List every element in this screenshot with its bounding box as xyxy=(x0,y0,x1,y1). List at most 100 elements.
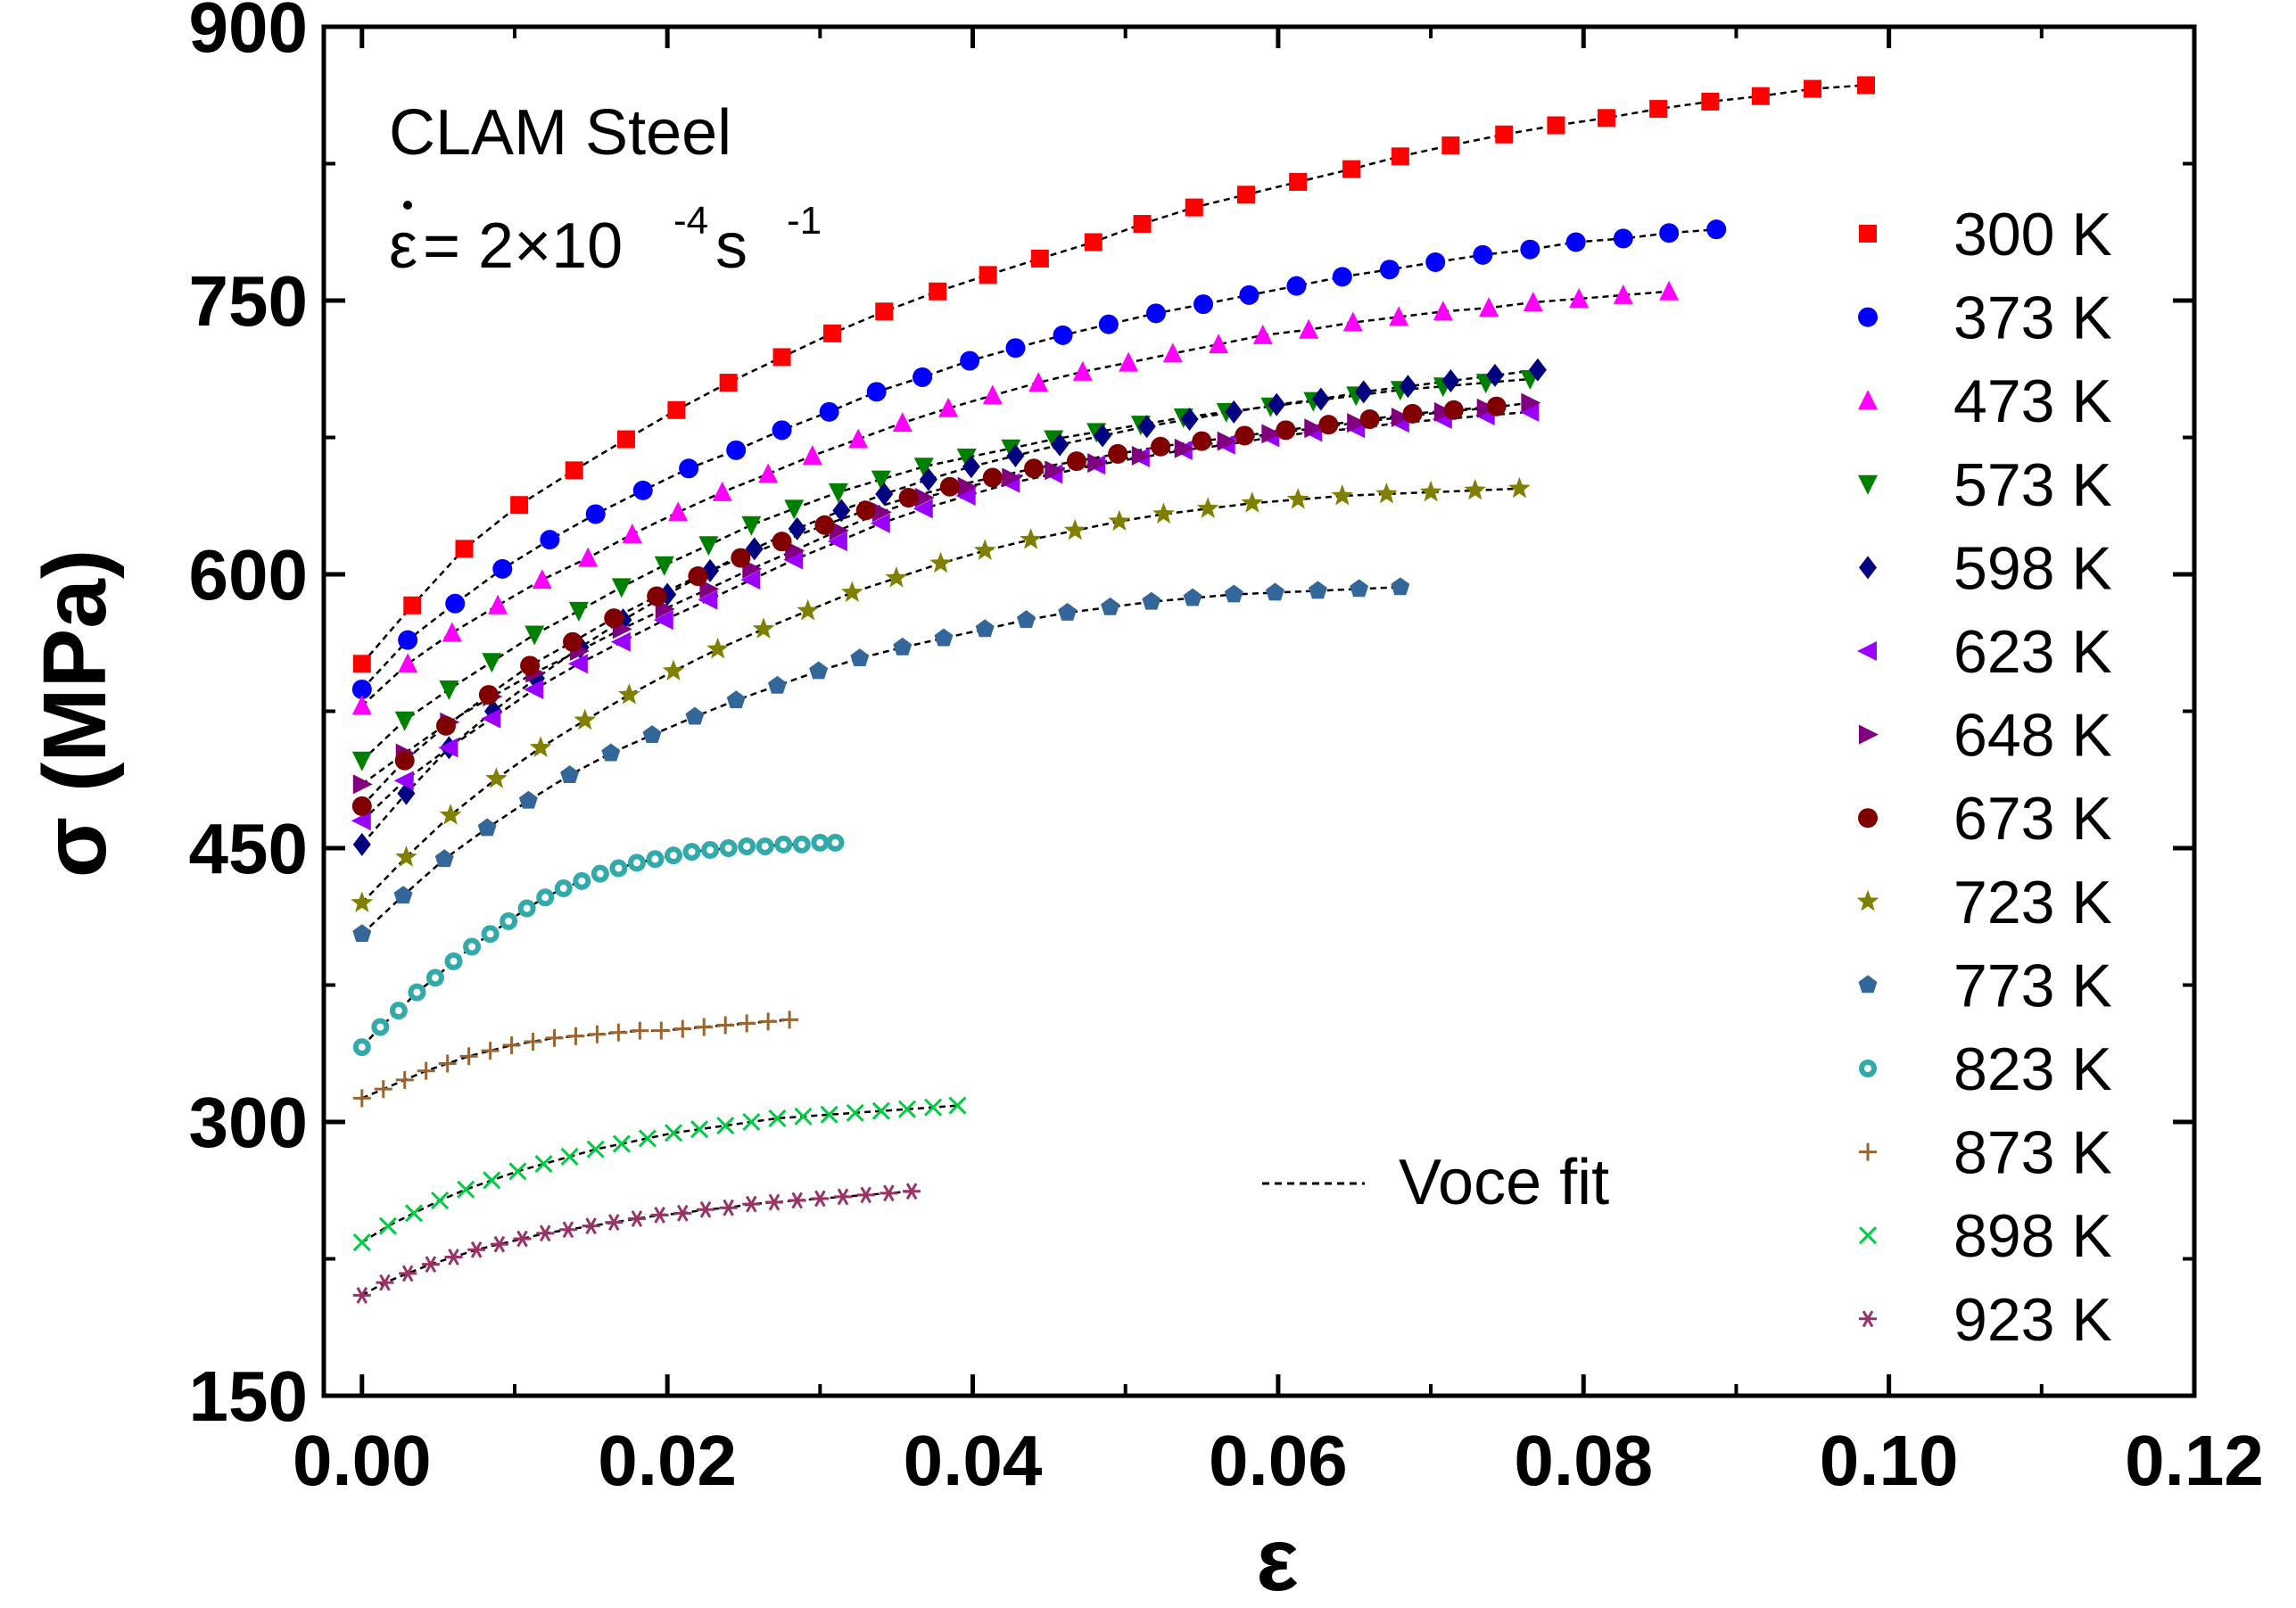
data-point xyxy=(1209,334,1229,354)
data-point xyxy=(982,384,1003,405)
data-point xyxy=(604,608,624,629)
data-point xyxy=(1433,401,1454,422)
strain-rate-value: = 2×10 xyxy=(423,210,623,282)
data-point xyxy=(738,1014,756,1033)
axis-ticks xyxy=(324,24,2197,1398)
data-point xyxy=(682,843,701,862)
data-point xyxy=(794,1107,813,1126)
data-point xyxy=(1379,260,1400,280)
data-point xyxy=(352,655,371,673)
data-point xyxy=(811,833,830,852)
x-tick-label: 0.04 xyxy=(904,1421,1043,1500)
legend-marker xyxy=(1858,808,1878,829)
data-point xyxy=(1342,311,1363,332)
data-point xyxy=(1151,436,1171,457)
data-point xyxy=(500,911,518,930)
data-point xyxy=(979,266,997,284)
data-point xyxy=(1479,297,1499,317)
data-point xyxy=(962,455,980,479)
voce-fit-line xyxy=(360,84,1867,665)
data-point xyxy=(939,476,960,497)
data-point xyxy=(654,556,674,576)
data-point xyxy=(814,515,835,535)
series-markers xyxy=(352,833,845,1057)
legend-marker xyxy=(1859,1060,1877,1077)
legend-item: 300 K xyxy=(1859,201,2112,268)
data-point xyxy=(478,685,499,705)
data-point xyxy=(1521,392,1541,413)
legend-label: 373 K xyxy=(1953,284,2112,352)
data-point xyxy=(913,367,933,387)
data-point xyxy=(582,1217,600,1235)
data-point xyxy=(783,549,804,570)
data-point xyxy=(352,774,373,795)
data-point xyxy=(1476,398,1497,418)
data-point xyxy=(1332,267,1352,287)
data-markers xyxy=(351,76,1875,1304)
data-point xyxy=(445,593,466,614)
legend-label: 623 K xyxy=(1953,618,2112,686)
data-point xyxy=(352,1089,371,1108)
data-point xyxy=(975,619,995,638)
data-point xyxy=(797,598,820,621)
data-point xyxy=(578,547,599,567)
data-point xyxy=(1441,136,1460,155)
series-markers xyxy=(351,401,1540,831)
data-point xyxy=(772,348,791,367)
data-point xyxy=(701,841,720,860)
data-point xyxy=(1098,314,1119,334)
data-point xyxy=(834,1188,853,1206)
data-point xyxy=(1508,476,1531,499)
data-point xyxy=(788,516,806,540)
data-point xyxy=(403,596,422,614)
data-point xyxy=(768,1109,787,1127)
data-point xyxy=(482,653,502,673)
data-point xyxy=(573,871,591,890)
data-point xyxy=(389,1002,408,1020)
data-point xyxy=(719,374,738,392)
data-point xyxy=(431,1191,450,1210)
data-point xyxy=(540,530,560,550)
data-point xyxy=(871,470,891,491)
data-point xyxy=(840,581,863,602)
data-point xyxy=(1856,76,1875,95)
data-point xyxy=(1659,223,1680,243)
voce-fit-line xyxy=(360,377,1531,762)
y-tick-label: 150 xyxy=(189,1356,308,1436)
data-point xyxy=(1464,478,1487,500)
data-point xyxy=(627,853,646,872)
legend-item: 823 K xyxy=(1859,1035,2112,1103)
data-point xyxy=(481,925,500,944)
data-point xyxy=(601,743,621,762)
data-point xyxy=(772,532,792,552)
data-point xyxy=(376,1274,394,1291)
strain-rate-symbol: ε xyxy=(389,210,417,282)
data-point xyxy=(1001,439,1021,459)
data-point xyxy=(352,1038,371,1057)
data-point xyxy=(586,1140,605,1159)
data-point xyxy=(752,617,775,639)
data-point xyxy=(1569,287,1590,308)
data-point xyxy=(1183,588,1202,606)
y-tick-label: 450 xyxy=(189,809,308,888)
data-point xyxy=(1402,403,1423,424)
data-point xyxy=(532,569,552,590)
data-point xyxy=(435,715,456,736)
data-point xyxy=(1241,491,1264,513)
data-point xyxy=(438,1054,457,1073)
data-point xyxy=(444,1249,463,1266)
series-markers xyxy=(351,219,1727,699)
legend-marker xyxy=(1858,474,1878,495)
legend-label: 648 K xyxy=(1953,702,2112,770)
data-point xyxy=(611,578,632,598)
data-point xyxy=(434,849,454,868)
data-point xyxy=(1318,415,1339,435)
legend-marker xyxy=(1859,225,1877,243)
data-point xyxy=(1347,413,1367,433)
data-point xyxy=(809,661,829,680)
data-point xyxy=(1299,318,1319,339)
x-tick-label: 0.08 xyxy=(1514,1421,1653,1500)
data-point xyxy=(529,736,552,757)
data-point xyxy=(609,859,628,878)
data-point xyxy=(742,1195,761,1213)
